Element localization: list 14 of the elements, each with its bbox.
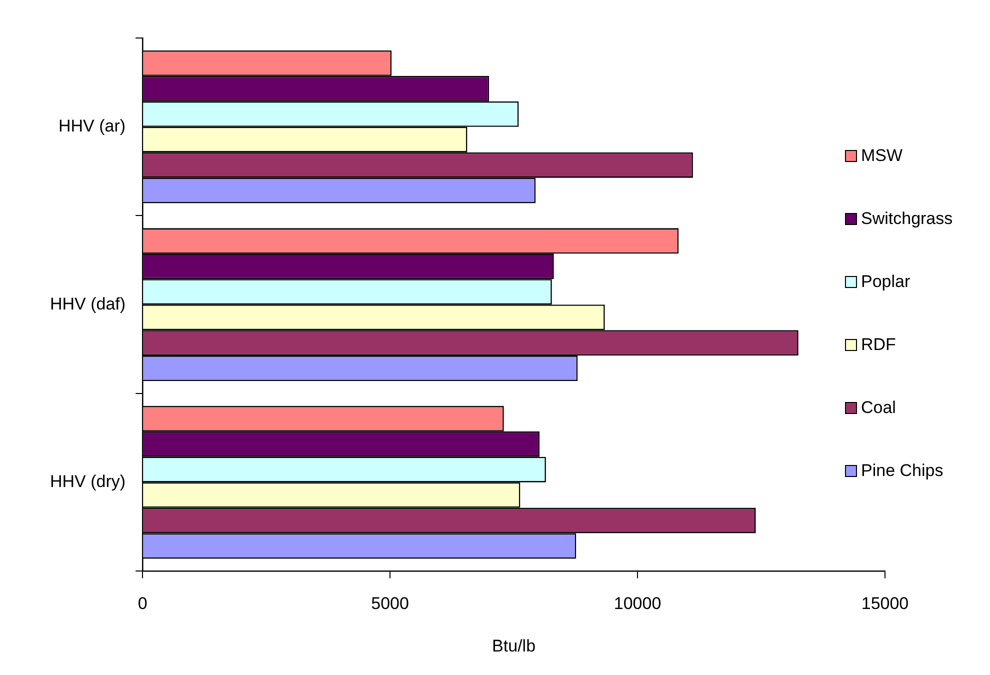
x-tick-label: 0 [138, 594, 148, 614]
x-tick-label: 15000 [861, 594, 909, 614]
legend-label: Coal [861, 398, 896, 418]
y-tick-label: HHV (daf) [50, 294, 126, 314]
x-tick-label: 10000 [614, 594, 662, 614]
legend-label: RDF [861, 334, 896, 354]
y-tick-label: HHV (dry) [50, 472, 126, 492]
x-axis-title: Btu/lb [492, 636, 536, 656]
x-tick-label: 5000 [371, 594, 409, 614]
legend-label: Pine Chips [861, 460, 944, 480]
legend-label: Poplar [861, 272, 910, 292]
legend-label: MSW [861, 146, 903, 166]
legend-label: Switchgrass [861, 208, 953, 228]
y-tick-label: HHV (ar) [58, 116, 126, 136]
